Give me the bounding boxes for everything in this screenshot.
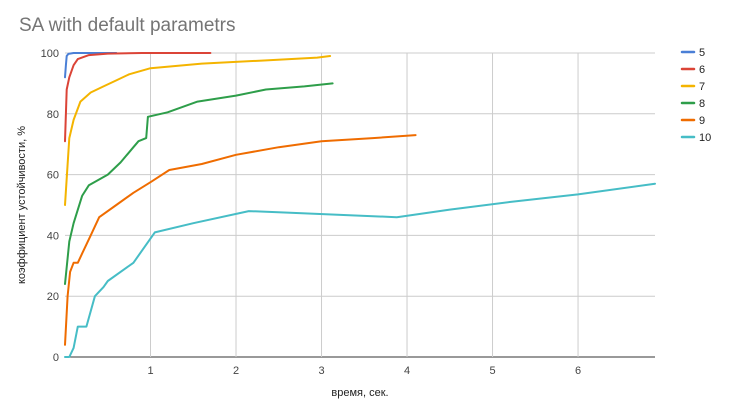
y-axis-ticks: 0 20 40 60 80 100 <box>41 48 59 364</box>
x-tick-label: 5 <box>489 365 495 377</box>
x-axis-label: время, сек. <box>331 387 388 399</box>
y-tick-label: 40 <box>47 230 59 242</box>
y-tick-label: 100 <box>41 48 59 60</box>
series-line-10 <box>64 182 656 358</box>
legend: 5 6 7 8 9 10 <box>680 47 711 144</box>
y-tick-label: 60 <box>47 170 59 182</box>
x-axis-ticks: 1 2 3 4 5 6 <box>147 365 581 377</box>
y-tick-label: 0 <box>53 352 59 364</box>
x-tick-label: 6 <box>575 365 581 377</box>
legend-label-7: 7 <box>699 81 705 93</box>
y-tick-label: 80 <box>47 109 59 121</box>
gridlines <box>65 52 655 358</box>
y-tick-label: 20 <box>47 291 59 303</box>
chart-title: SA with default parametrs <box>19 15 236 36</box>
x-tick-label: 1 <box>147 365 153 377</box>
series-line-7 <box>64 55 332 206</box>
series-line-9 <box>64 134 417 346</box>
y-axis-label: коэффициент устойчивости, % <box>16 126 28 284</box>
x-tick-label: 4 <box>404 365 410 377</box>
series-line-6 <box>64 52 212 143</box>
x-tick-label: 2 <box>233 365 239 377</box>
series-line-5 <box>64 52 118 79</box>
legend-label-5: 5 <box>699 47 705 59</box>
legend-label-9: 9 <box>699 115 705 127</box>
legend-label-10: 10 <box>699 132 711 144</box>
x-tick-label: 3 <box>318 365 324 377</box>
legend-label-8: 8 <box>699 98 705 110</box>
legend-label-6: 6 <box>699 64 705 76</box>
series-line-8 <box>64 82 334 285</box>
series-lines <box>64 52 656 358</box>
